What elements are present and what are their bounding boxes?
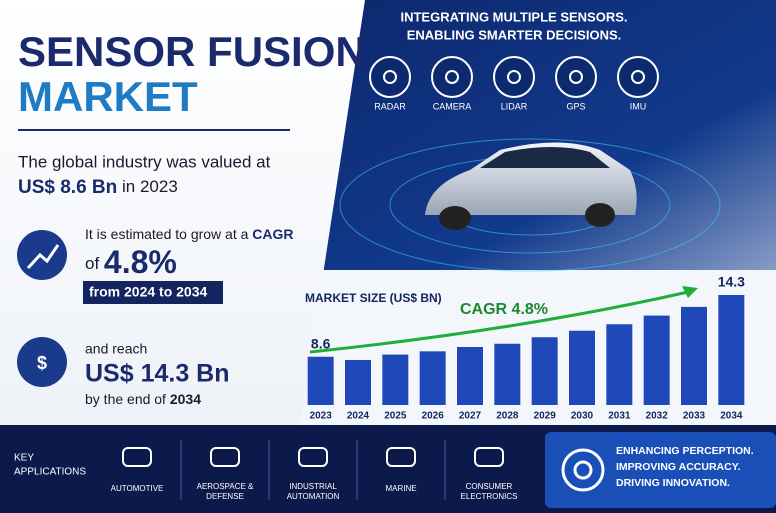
x-tick-label: 2028 — [496, 411, 519, 422]
label: KEY — [14, 453, 34, 464]
app-label: INDUSTRIAL — [289, 482, 337, 491]
app-label: DEFENSE — [206, 492, 244, 501]
car — [425, 142, 637, 230]
bar — [681, 306, 707, 405]
x-tick-label: 2030 — [571, 411, 594, 422]
icon — [26, 244, 60, 270]
x-tick-label: 2026 — [422, 411, 445, 422]
sensor-label: CAMERA — [433, 101, 472, 111]
sensor-icon — [569, 70, 583, 84]
data-label: 8.6 — [311, 335, 331, 351]
app-icon — [122, 447, 152, 467]
tagline: DRIVING INNOVATION. — [616, 477, 730, 489]
app-icon — [474, 447, 504, 467]
tagline-box — [545, 432, 776, 508]
app-icon — [210, 447, 240, 467]
trend-arrow — [309, 290, 689, 354]
x-tick-label: 2029 — [534, 411, 557, 422]
text: CAGR — [252, 226, 293, 242]
app-label: CONSUMER — [466, 482, 513, 491]
icon — [573, 460, 593, 480]
text: US$ 8.6 Bn in 2023 — [18, 177, 178, 198]
sensor-icon — [383, 70, 397, 84]
sensor-icon — [631, 70, 645, 84]
sensor-icon — [507, 70, 521, 84]
tagline: ENHANCING PERCEPTION. — [616, 445, 754, 457]
bar — [569, 330, 595, 405]
text: and reach — [85, 341, 147, 357]
bar — [382, 354, 409, 405]
icon: $ — [37, 353, 47, 373]
tagline: IMPROVING ACCURACY. — [616, 461, 741, 473]
bar — [307, 356, 334, 405]
sensor-icon — [369, 56, 411, 98]
bar — [606, 324, 633, 405]
text: of 4.8% — [85, 244, 177, 280]
label: APPLICATIONS — [14, 467, 86, 478]
x-tick-label: 2024 — [347, 411, 370, 422]
annotation: CAGR 4.8% — [460, 301, 548, 318]
x-tick-label: 2027 — [459, 411, 482, 422]
sensor-icon — [431, 56, 473, 98]
trend-arrow — [682, 286, 698, 298]
chart-title: MARKET SIZE (US$ BN) — [305, 291, 442, 305]
sensor-icon — [555, 56, 597, 98]
text: by the end of — [85, 391, 166, 407]
x-tick-label: 2025 — [384, 411, 407, 422]
bar — [494, 343, 521, 405]
text: in 2023 — [122, 177, 178, 196]
x-tick-label: 2034 — [720, 411, 743, 422]
x-tick-label: 2033 — [683, 411, 706, 422]
text: by the end of 2034 — [85, 391, 201, 407]
sensor-label: IMU — [630, 101, 647, 111]
sensor-icon — [493, 56, 535, 98]
text: 2034 — [170, 391, 201, 407]
amount: US$ 8.6 Bn — [18, 177, 117, 198]
app-label: ELECTRONICS — [461, 492, 518, 501]
icon — [17, 337, 67, 387]
data-label: 14.3 — [718, 274, 745, 290]
x-tick-label: 2031 — [608, 411, 631, 422]
rate: 4.8% — [104, 244, 177, 280]
bar — [718, 295, 745, 405]
period-box — [83, 281, 223, 304]
bar — [419, 351, 446, 405]
bar — [345, 360, 371, 405]
title: MARKET — [18, 73, 198, 120]
sensor-label: RADAR — [374, 101, 406, 111]
app-label: AEROSPACE & — [197, 482, 254, 491]
period: from 2024 to 2034 — [89, 284, 207, 300]
sensor-icon — [617, 56, 659, 98]
sensor-icon — [445, 70, 459, 84]
heading: ENABLING SMARTER DECISIONS. — [407, 27, 622, 42]
x-tick-label: 2023 — [310, 411, 333, 422]
text: The global industry was valued at — [18, 152, 271, 171]
x-tick-label: 2032 — [646, 411, 669, 422]
icon — [561, 448, 605, 492]
app-icon — [386, 447, 416, 467]
sensor-label: GPS — [566, 101, 585, 111]
app-label: MARINE — [385, 484, 416, 493]
app-icon — [298, 447, 328, 467]
bar — [457, 347, 483, 405]
app-label: AUTOMOTIVE — [111, 484, 164, 493]
sensor-label: LIDAR — [501, 101, 528, 111]
text: It is estimated to grow at a — [85, 226, 249, 242]
text: of — [85, 254, 99, 273]
left-panel — [0, 0, 365, 425]
bar — [643, 315, 670, 405]
text: It is estimated to grow at a CAGR — [85, 226, 294, 242]
heading: INTEGRATING MULTIPLE SENSORS. — [400, 9, 627, 24]
app-label: AUTOMATION — [287, 492, 340, 501]
title: SENSOR FUSION — [18, 28, 366, 75]
bar — [531, 337, 558, 405]
amount: US$ 14.3 Bn — [85, 360, 230, 388]
